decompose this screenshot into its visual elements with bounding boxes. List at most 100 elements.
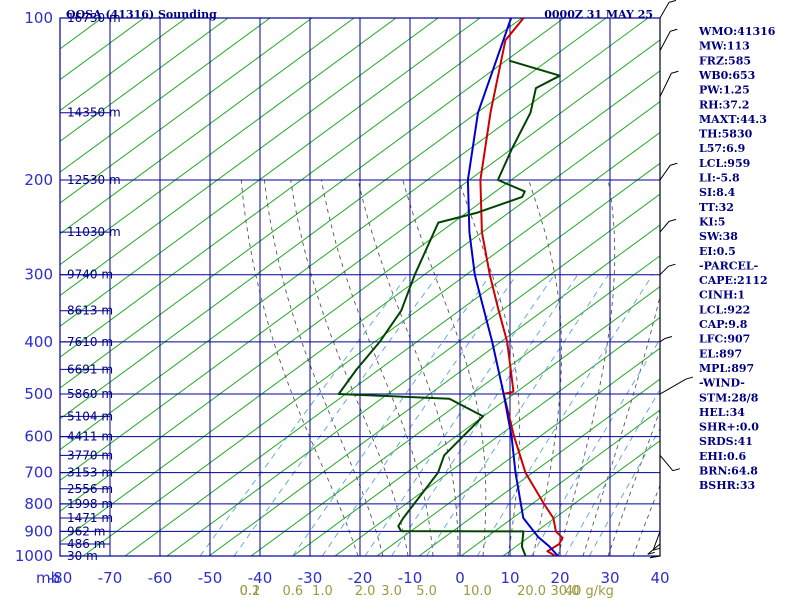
pressure-tick-label: 200 [24, 171, 53, 189]
mixing-ratio-line [589, 427, 660, 556]
dry-adiabat [60, 18, 439, 297]
mixing-ratio-label: 3.0 [381, 584, 402, 599]
pressure-axis: 100 200 300 400 500 600 700 800 900 1000 [15, 9, 53, 565]
dry-adiabat [60, 18, 313, 204]
wind-barb-flag [664, 335, 673, 339]
height-label: 1998 m [67, 497, 113, 511]
dry-adiabat [376, 347, 660, 556]
sounding-title: OOSA (41316) Sounding [66, 8, 217, 21]
pressure-tick-label: 100 [24, 9, 53, 27]
height-label: 6691 m [67, 362, 113, 376]
dry-adiabat [292, 286, 660, 556]
height-label: 16730 m [67, 11, 121, 25]
sounding-index: FRZ:585 [699, 54, 751, 67]
sounding-index: LCL:922 [699, 303, 750, 316]
height-label: 30 m [67, 549, 98, 563]
sounding-index: -WIND- [699, 377, 745, 390]
mixing-ratio-label: 0.6 [282, 584, 303, 599]
temperature-axis: -80 -70 -60 -50 -40 -30 -20 -10 0 10 20 30 40 [48, 569, 670, 587]
temperature-tick-label: -30 [298, 569, 323, 587]
mixing-ratio-label: 5.0 [416, 584, 437, 599]
sounding-index: HEL:34 [699, 406, 745, 419]
height-label: 5860 m [67, 387, 113, 401]
wind-barb-flag [685, 376, 694, 380]
sounding-index: -PARCEL- [699, 259, 758, 272]
sounding-index: TT:32 [699, 201, 734, 214]
pressure-tick-label: 900 [24, 522, 53, 540]
wind-barb-flag [672, 468, 680, 472]
sounding-index: BSHR:33 [699, 479, 755, 492]
wind-barb [659, 455, 674, 471]
moist-adiabat [582, 294, 660, 556]
sounding-index: WMO:41316 [698, 25, 776, 38]
dry-adiabat [60, 18, 649, 451]
sounding-index: MW:113 [699, 40, 750, 53]
sounding-time: 0000Z 31 MAY 25 [544, 8, 653, 21]
pressure-tick-label: 500 [24, 385, 53, 403]
temperature-tick-label: 40 [650, 569, 669, 587]
dry-adiabat [60, 18, 565, 389]
dry-adiabat [60, 18, 355, 235]
pressure-tick-label: 300 [24, 266, 53, 284]
mixing-ratio-line [292, 274, 491, 556]
sounding-index: RH:37.2 [699, 98, 749, 111]
wind-barb [659, 73, 672, 97]
sounding-index: LCL:959 [699, 157, 750, 170]
temperature-tick-label: -60 [148, 569, 173, 587]
wind-barb-flag [647, 551, 655, 555]
sounding-index: WB0:653 [698, 69, 755, 82]
wind-barbs [647, 0, 694, 559]
sounding-index: SHR+:0.0 [699, 421, 759, 434]
dry-adiabat [124, 162, 660, 556]
sounding-index: MAXT:44.3 [699, 113, 767, 126]
wind-barb-flag [653, 547, 661, 551]
mixing-ratio-line [233, 274, 439, 556]
wind-barb [659, 378, 687, 395]
temperature-tick-label: 20 [550, 569, 569, 587]
mixing-ratio-axis: 0.10.2 0.6 1.0 2.0 3.0 5.0 10.0 20.0 30.040 g/kg [240, 584, 614, 599]
wind-barb [659, 221, 670, 233]
wind-barb-flag [670, 162, 678, 166]
mixing-ratio-label: 0.2 [240, 584, 261, 599]
height-label: 962 m [67, 524, 105, 538]
temperature-tick-label: -20 [348, 569, 373, 587]
sounding-index: EL:897 [699, 347, 742, 360]
dry-adiabat [0, 18, 18, 600]
dry-adiabat [60, 39, 660, 482]
height-label: 2556 m [67, 482, 113, 496]
mixing-ratio-label: 2.0 [355, 584, 376, 599]
wind-barb-flag [650, 555, 658, 559]
pressure-tick-label: 700 [24, 464, 53, 482]
sounding-index: STM:28/8 [699, 391, 759, 404]
pressure-tick-label: 1000 [15, 547, 53, 565]
moist-adiabat [632, 484, 660, 556]
mixing-ratio-label: 30.0 [551, 584, 580, 599]
wind-barb [647, 543, 661, 555]
temperature-tick-label: -40 [248, 569, 273, 587]
sounding-index: BRN:64.8 [699, 465, 758, 478]
temperature-tick-label: 10 [500, 569, 519, 587]
wind-barb [659, 164, 671, 181]
wind-barb [659, 2, 670, 19]
wind-barb [652, 531, 661, 551]
height-label: 12530 m [67, 173, 121, 187]
pressure-tick-label: 600 [24, 428, 53, 446]
dry-adiabat [60, 18, 607, 420]
temperature-tick-label: 0 [455, 569, 465, 587]
moist-adiabat [263, 179, 384, 556]
sounding-index: CAP:9.8 [699, 318, 748, 331]
sounding-index: PW:1.25 [699, 84, 750, 97]
height-label: 3770 m [67, 448, 113, 462]
mixing-ratio-line [531, 338, 660, 556]
wind-barb [659, 30, 671, 51]
sounding-index: SW:38 [699, 230, 738, 243]
temperature-tick-label: 30 [600, 569, 619, 587]
temperature-tick-label: -80 [48, 569, 73, 587]
dry-adiabat [60, 18, 481, 327]
wind-barb-flag [668, 0, 677, 3]
height-label: 3153 m [67, 466, 113, 480]
height-label: 4411 m [67, 430, 113, 444]
height-label: 7610 m [67, 335, 113, 349]
